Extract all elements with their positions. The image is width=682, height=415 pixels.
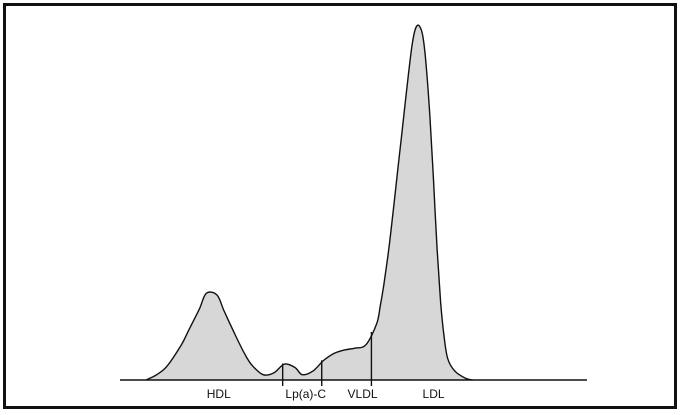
profile-area	[146, 25, 473, 381]
band-dividers	[281, 331, 373, 386]
lipoprotein-profile-chart: HDL Lp(a)-C VLDL LDL	[120, 24, 587, 401]
band-label-ldl: LDL	[423, 387, 445, 401]
band-labels: HDL Lp(a)-C VLDL LDL	[207, 387, 445, 401]
band-label-vldl: VLDL	[348, 387, 378, 401]
chart-frame: HDL Lp(a)-C VLDL LDL	[3, 3, 677, 409]
band-label-hdl: HDL	[207, 387, 231, 401]
band-label-lp-a-c: Lp(a)-C	[285, 387, 326, 401]
profile-curve	[145, 24, 473, 381]
